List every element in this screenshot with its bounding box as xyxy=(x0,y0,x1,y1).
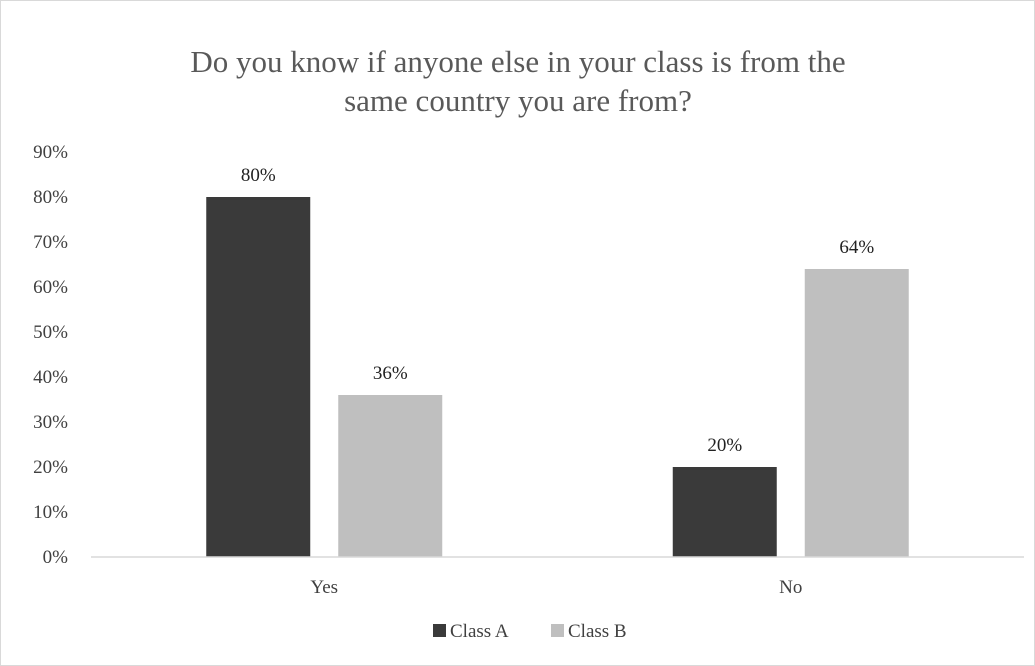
y-tick-label: 0% xyxy=(43,547,69,568)
x-axis: Yes No xyxy=(91,556,1024,598)
legend-label: Class A xyxy=(450,621,509,642)
bar-class-a-yes xyxy=(206,197,311,557)
x-category-label: Yes xyxy=(310,577,338,598)
chart-title-line-1: Do you know if anyone else in your class… xyxy=(190,44,845,79)
bar-class-b-yes xyxy=(338,395,443,557)
y-tick-label: 90% xyxy=(33,142,68,163)
legend-swatch xyxy=(433,624,446,637)
bar-class-a-no xyxy=(672,467,777,557)
y-tick-label: 70% xyxy=(33,232,68,253)
y-tick-label: 80% xyxy=(33,187,68,208)
bar-class-b-no xyxy=(804,269,909,557)
data-label: 20% xyxy=(707,435,742,456)
y-tick-label: 60% xyxy=(33,277,68,298)
data-label: 80% xyxy=(241,165,276,186)
legend: Class A Class B xyxy=(433,621,627,642)
legend-swatch xyxy=(551,624,564,637)
y-tick-label: 40% xyxy=(33,367,68,388)
y-tick-label: 30% xyxy=(33,412,68,433)
data-label: 36% xyxy=(373,363,408,384)
y-tick-label: 20% xyxy=(33,457,68,478)
data-label: 64% xyxy=(839,237,874,258)
bars-group: 80% 36% 20% 64% xyxy=(206,165,909,557)
chart-title-line-2: same country you are from? xyxy=(344,83,692,118)
y-axis: 0% 10% 20% 30% 40% 50% 60% 70% 80% 90% xyxy=(33,142,68,568)
legend-label: Class B xyxy=(568,621,627,642)
y-tick-label: 10% xyxy=(33,502,68,523)
y-tick-label: 50% xyxy=(33,322,68,343)
x-category-label: No xyxy=(779,577,802,598)
